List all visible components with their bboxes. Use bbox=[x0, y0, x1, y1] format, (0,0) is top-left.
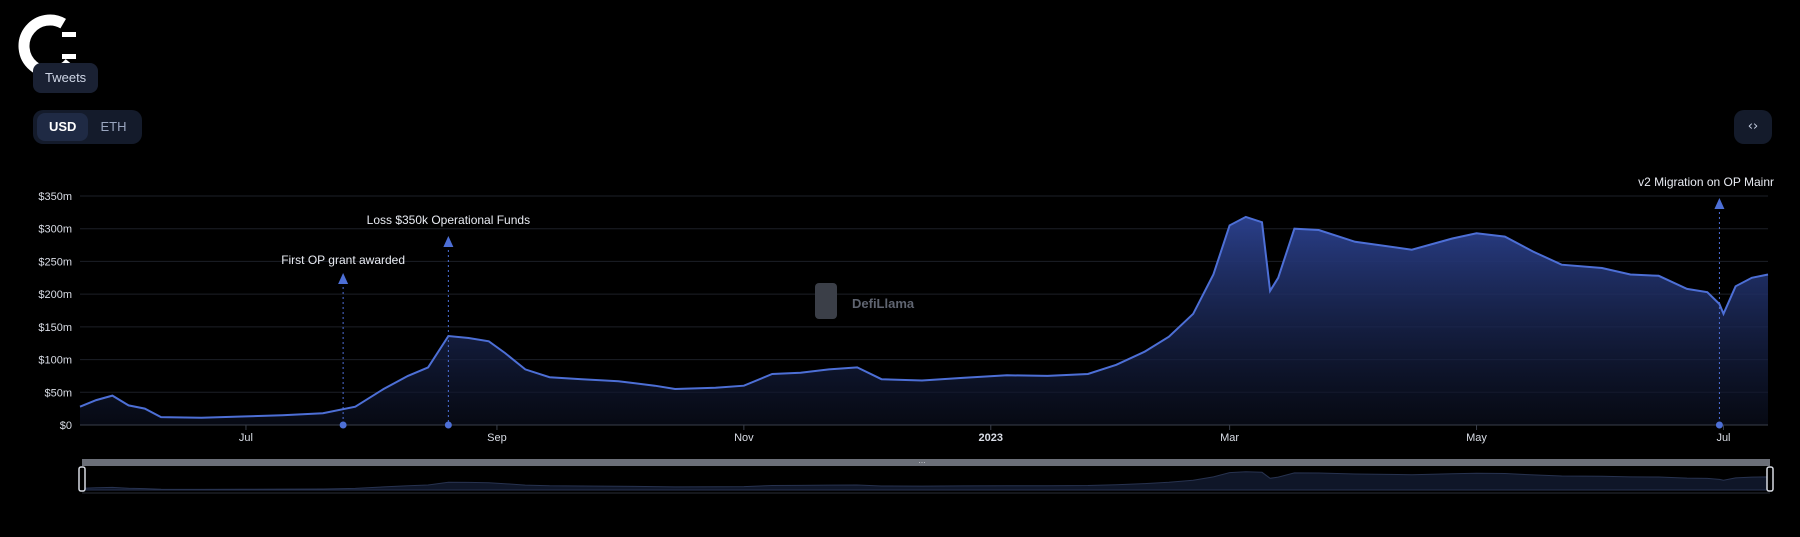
y-tick-label: $250m bbox=[38, 256, 72, 268]
annotation-label: Loss $350k Operational Funds bbox=[367, 213, 530, 227]
tweets-button[interactable]: Tweets bbox=[33, 63, 99, 93]
y-tick-label: $300m bbox=[38, 224, 72, 236]
annotation-point bbox=[1715, 421, 1723, 429]
eth-button[interactable]: ETH bbox=[100, 119, 127, 134]
brush-left-handle[interactable] bbox=[78, 466, 86, 492]
y-tick-label: $50m bbox=[44, 387, 72, 399]
usd-button[interactable]: USD bbox=[37, 113, 89, 141]
annotation-arrow-icon bbox=[338, 273, 349, 284]
y-tick-label: $100m bbox=[38, 355, 72, 367]
watermark: DefiLlama bbox=[815, 283, 915, 319]
y-tick-label: $200m bbox=[38, 289, 72, 301]
annotation-label: First OP grant awarded bbox=[281, 253, 405, 267]
y-tick-label: $150m bbox=[38, 322, 72, 334]
tvl-area bbox=[80, 216, 1768, 425]
x-tick-label: May bbox=[1466, 432, 1487, 444]
annotation-arrow-icon bbox=[443, 236, 454, 247]
x-tick-label: Jul bbox=[1716, 432, 1730, 444]
x-tick-label: 2023 bbox=[979, 432, 1003, 444]
brush-mini-area bbox=[79, 471, 1769, 491]
tvl-line bbox=[79, 215, 1769, 419]
watermark-text: DefiLlama bbox=[852, 296, 915, 311]
annotation-point bbox=[444, 421, 452, 429]
x-axis: Jul Sep Nov 2023 Mar May Jul bbox=[80, 424, 1768, 444]
brush-top-bar[interactable] bbox=[82, 459, 1770, 466]
y-tick-label: $350m bbox=[38, 191, 72, 203]
embed-code-button[interactable]: ‹› bbox=[1734, 110, 1772, 144]
range-brush[interactable]: ⋯ bbox=[78, 459, 1774, 494]
annotation-arrow-icon bbox=[1714, 198, 1725, 209]
y-tick-label: $0 bbox=[60, 420, 72, 432]
currency-toggle: USD ETH bbox=[33, 110, 143, 144]
x-tick-label: Mar bbox=[1220, 432, 1239, 444]
brush-grip-icon[interactable]: ⋯ bbox=[919, 460, 926, 467]
x-tick-label: Nov bbox=[734, 432, 754, 444]
defillama-logo-icon bbox=[815, 283, 837, 319]
x-tick-label: Sep bbox=[487, 432, 507, 444]
y-axis: $0 $50m $100m $150m $200m $250m $300m $350m bbox=[38, 191, 72, 432]
annotations: First OP grant awarded Loss $350k Operati… bbox=[281, 175, 1774, 429]
annotation-label: v2 Migration on OP Mainr bbox=[1638, 175, 1774, 189]
brush-right-handle[interactable] bbox=[1766, 466, 1774, 492]
x-tick-label: Jul bbox=[239, 432, 253, 444]
annotation-point bbox=[339, 421, 347, 429]
